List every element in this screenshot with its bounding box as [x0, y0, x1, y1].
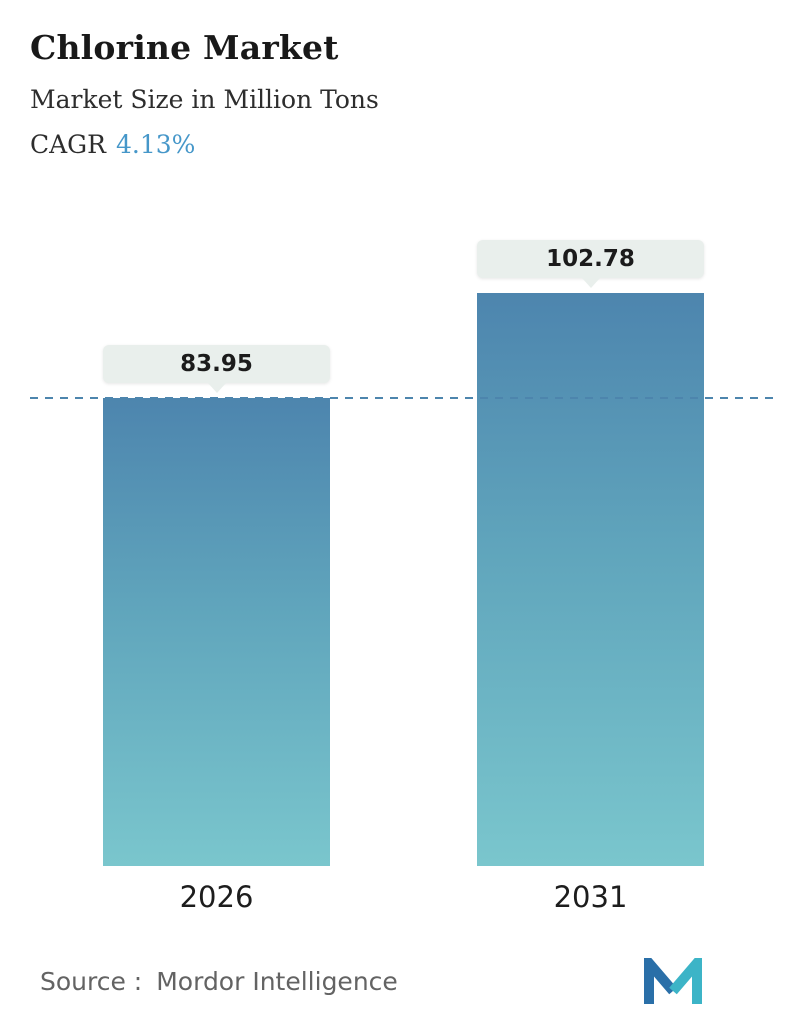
- bar-2026: [103, 398, 330, 866]
- callout-arrow-icon: [207, 383, 226, 393]
- x-axis-label-2031: 2031: [553, 880, 628, 914]
- bar-2031: [477, 293, 704, 866]
- value-callout-2031: 102.78: [477, 240, 704, 288]
- source-line: Source : Mordor Intelligence: [40, 967, 398, 996]
- x-axis-label-2026: 2026: [179, 880, 254, 914]
- source-label: Source :: [40, 966, 143, 996]
- chart-footer: Source : Mordor Intelligence: [30, 949, 766, 1004]
- value-label-2031: 102.78: [546, 246, 635, 272]
- plot-area: 83.95 102.78: [30, 211, 778, 866]
- callout-arrow-icon: [581, 278, 600, 288]
- value-callout-2026: 83.95: [103, 345, 330, 393]
- source-value: Mordor Intelligence: [156, 966, 398, 996]
- cagr-line: CAGR 4.13%: [30, 130, 766, 159]
- x-axis: 2026 2031: [30, 874, 766, 928]
- reference-line: [30, 397, 778, 399]
- cagr-label: CAGR: [30, 130, 106, 159]
- cagr-value: 4.13%: [115, 130, 196, 159]
- value-label-2026: 83.95: [180, 351, 253, 377]
- chart-header: Chlorine Market Market Size in Million T…: [30, 28, 766, 159]
- mordor-intelligence-logo: [644, 949, 706, 1004]
- chart-subtitle: Market Size in Million Tons: [30, 85, 379, 114]
- chart-title: Chlorine Market: [30, 28, 339, 67]
